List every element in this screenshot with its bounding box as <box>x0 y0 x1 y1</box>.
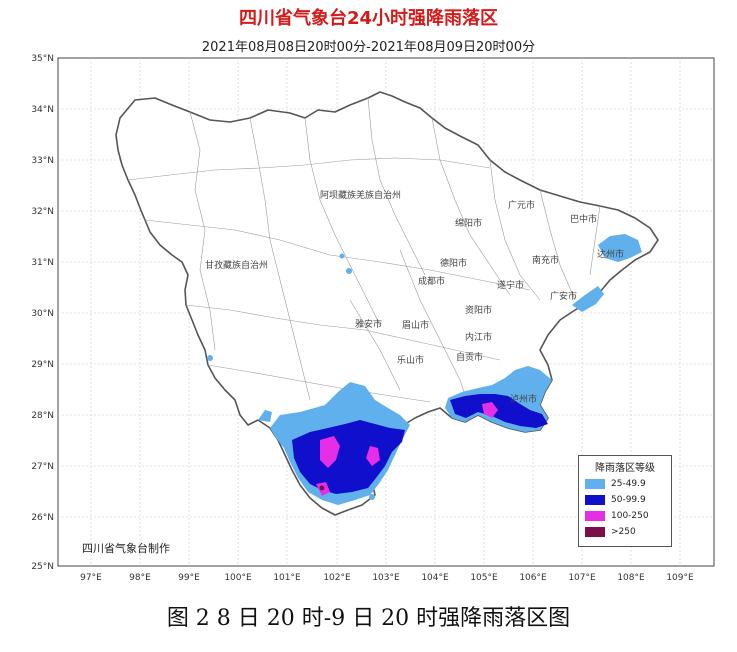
latitude-labels: 35°N 34°N 33°N 32°N 31°N 30°N 29°N 28°N … <box>31 54 54 572</box>
label-meishan: 眉山市 <box>402 319 429 331</box>
label-guangyuan: 广元市 <box>508 199 535 211</box>
lat-label-25: 25°N <box>31 562 54 572</box>
rain-zone-50-99 <box>292 394 548 494</box>
lon-label-102: 102°E <box>323 573 351 583</box>
lon-label-101: 101°E <box>273 573 301 583</box>
label-nanchong: 南充市 <box>532 254 559 266</box>
label-yaan: 雅安市 <box>355 318 382 330</box>
lat-label-32: 32°N <box>31 207 54 217</box>
lon-label-109: 109°E <box>666 573 694 583</box>
map-subtitle: 2021年08月08日20时00分-2021年08月09日20时00分 <box>201 40 536 55</box>
label-aba: 阿坝藏族羌族自治州 <box>320 189 401 201</box>
label-zigong: 自贡市 <box>456 351 483 363</box>
legend-item-above-250: >250 <box>585 526 671 538</box>
legend-swatch-above-250 <box>585 527 605 537</box>
lon-label-105: 105°E <box>470 573 498 583</box>
lat-label-34: 34°N <box>31 105 54 115</box>
rainfall-legend: 降雨落区等级 25-49.9 50-99.9 100-250 >250 <box>578 455 672 547</box>
label-bazhong: 巴中市 <box>570 213 597 225</box>
label-guangan: 广安市 <box>550 290 577 302</box>
rainfall-map: 35°N 34°N 33°N 32°N 31°N 30°N 29°N 28°N … <box>31 54 715 583</box>
lat-label-30: 30°N <box>31 309 54 319</box>
place-labels: 阿坝藏族羌族自治州 甘孜藏族自治州 广元市 巴中市 绵阳市 达州市 南充市 德阳… <box>205 189 624 405</box>
figure-caption: 图 2 8 日 20 时-9 日 20 时强降雨落区图 <box>166 606 571 631</box>
lon-label-100: 100°E <box>224 573 252 583</box>
lat-label-26: 26°N <box>31 513 54 523</box>
legend-item-50-99: 50-99.9 <box>585 494 671 506</box>
lon-label-106: 106°E <box>519 573 547 583</box>
legend-label-above-250: >250 <box>611 527 636 537</box>
label-suining: 遂宁市 <box>497 279 524 291</box>
lon-label-104: 104°E <box>421 573 449 583</box>
label-dazhou: 达州市 <box>597 248 624 260</box>
label-mianyang: 绵阳市 <box>455 217 482 229</box>
lon-label-108: 108°E <box>617 573 645 583</box>
label-neijiang: 内江市 <box>465 331 492 343</box>
label-luzhou: 泸州市 <box>510 393 537 405</box>
lat-label-29: 29°N <box>31 360 54 370</box>
legend-label-50-99: 50-99.9 <box>611 495 646 505</box>
lat-label-33: 33°N <box>31 156 54 166</box>
lon-label-107: 107°E <box>568 573 596 583</box>
legend-item-25-49: 25-49.9 <box>585 478 671 490</box>
label-ziyang: 资阳市 <box>465 304 492 316</box>
lat-label-28: 28°N <box>31 411 54 421</box>
lat-label-27: 27°N <box>31 462 54 472</box>
label-ganzi: 甘孜藏族自治州 <box>205 259 268 271</box>
legend-swatch-100-250 <box>585 511 605 521</box>
lon-label-97: 97°E <box>80 573 102 583</box>
legend-title: 降雨落区等级 <box>595 463 655 474</box>
label-chengdu: 成都市 <box>418 275 445 287</box>
legend-swatch-50-99 <box>585 495 605 505</box>
rain-zone-100-250 <box>316 402 498 496</box>
legend-swatch-25-49 <box>585 479 605 489</box>
lat-label-35: 35°N <box>31 54 54 64</box>
lon-label-99: 99°E <box>178 573 200 583</box>
lon-label-103: 103°E <box>372 573 400 583</box>
label-leshan: 乐山市 <box>397 354 424 366</box>
legend-label-25-49: 25-49.9 <box>611 479 646 489</box>
lon-label-98: 98°E <box>129 573 151 583</box>
lat-label-31: 31°N <box>31 258 54 268</box>
rain-zone-above-250 <box>319 485 325 491</box>
map-title: 四川省气象台24小时强降雨落区 <box>238 8 499 29</box>
map-maker-credit: 四川省气象台制作 <box>82 542 170 555</box>
legend-item-100-250: 100-250 <box>585 510 671 522</box>
label-deyang: 德阳市 <box>440 257 467 269</box>
legend-label-100-250: 100-250 <box>611 511 649 521</box>
longitude-labels: 97°E 98°E 99°E 100°E 101°E 102°E 103°E 1… <box>80 573 694 583</box>
